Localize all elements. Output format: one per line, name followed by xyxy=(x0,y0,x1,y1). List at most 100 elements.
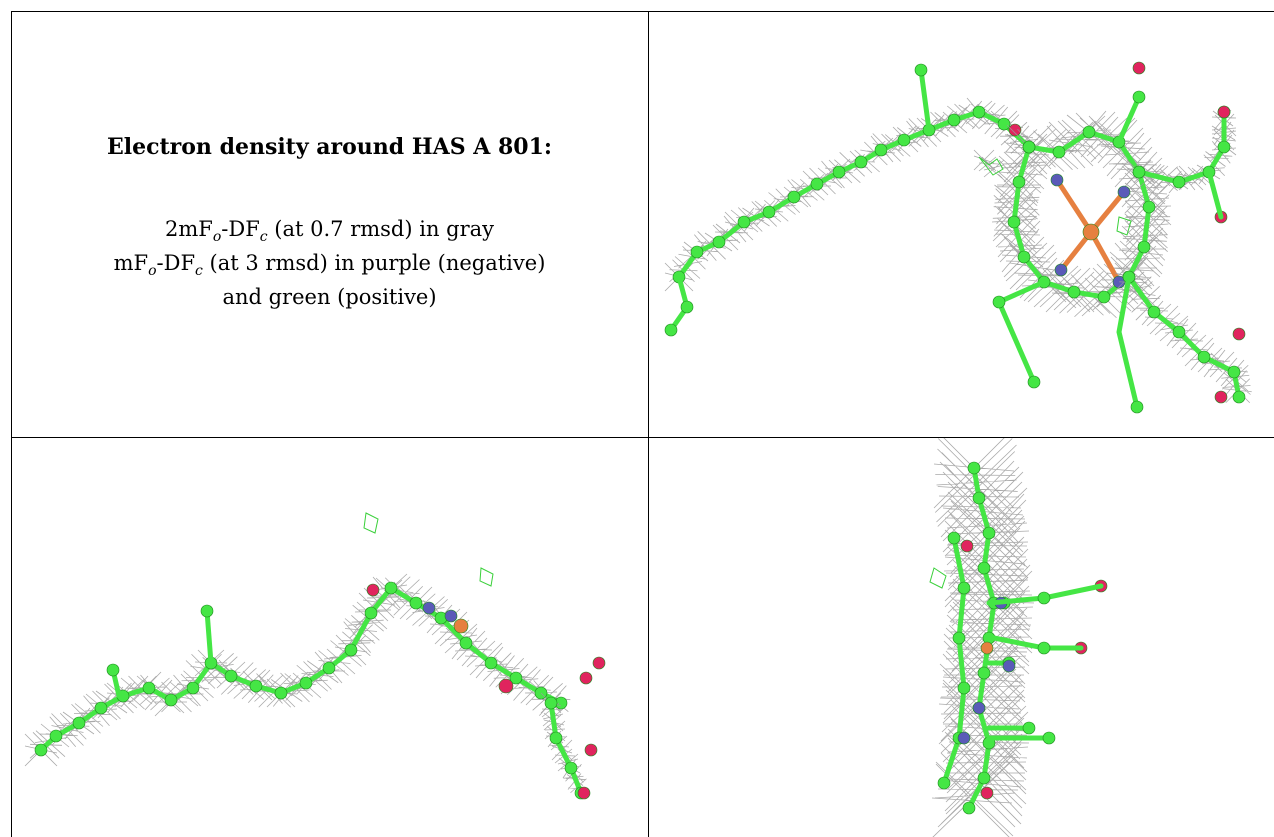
legend-1-b: -DF xyxy=(221,217,260,241)
atom xyxy=(957,731,971,745)
atom xyxy=(980,786,994,800)
atom xyxy=(579,671,593,685)
positive-density xyxy=(363,512,494,587)
atom xyxy=(453,618,469,634)
atom xyxy=(1037,591,1051,605)
legend-1-a: 2mF xyxy=(164,217,213,241)
bond xyxy=(204,608,214,666)
bond xyxy=(1116,94,1142,145)
atom xyxy=(544,696,558,710)
atom xyxy=(584,743,598,757)
atom xyxy=(1022,140,1036,154)
atom xyxy=(1197,350,1211,364)
atom xyxy=(1012,175,1026,189)
bond xyxy=(995,279,1047,385)
bond xyxy=(1088,229,1122,285)
caption-cell: Electron density around HAS A 801: 2mFo-… xyxy=(11,12,648,437)
atom xyxy=(509,671,523,685)
atom xyxy=(937,776,951,790)
bond xyxy=(1054,177,1094,235)
border-top xyxy=(11,11,1274,12)
legend-2-sub-o: o xyxy=(148,263,157,280)
atom xyxy=(1002,659,1016,673)
legend-3: and green (positive) xyxy=(222,285,437,309)
atom xyxy=(1147,305,1161,319)
atom xyxy=(249,679,263,693)
atom xyxy=(972,701,986,715)
atom xyxy=(1052,145,1066,159)
atom xyxy=(972,491,986,505)
atom xyxy=(422,601,436,615)
atom xyxy=(1217,105,1231,119)
legend-1-sub-c: c xyxy=(259,229,268,246)
atom xyxy=(690,245,704,259)
caption-title: Electron density around HAS A 801: xyxy=(106,134,553,160)
atom xyxy=(1037,641,1051,655)
atom xyxy=(322,661,336,675)
atom xyxy=(72,716,86,730)
atom xyxy=(997,117,1011,131)
atom xyxy=(982,526,996,540)
atom xyxy=(1132,61,1146,75)
atom xyxy=(384,581,398,595)
positive-density xyxy=(978,156,1132,236)
atom xyxy=(992,295,1006,309)
atom xyxy=(577,786,591,800)
legend-line-2: mFo-DFc (at 3 rmsd) in purple (negative) xyxy=(11,246,648,280)
atom xyxy=(34,743,48,757)
atom xyxy=(498,678,514,694)
atom xyxy=(94,701,108,715)
atom xyxy=(364,606,378,620)
atom xyxy=(200,604,214,618)
atom xyxy=(592,656,606,670)
atom xyxy=(1232,327,1246,341)
bond xyxy=(1206,169,1224,220)
atom xyxy=(564,761,578,775)
bond xyxy=(941,535,967,786)
atom xyxy=(952,631,966,645)
legend-2-b: -DF xyxy=(156,251,196,275)
front-view-image xyxy=(649,12,1274,437)
bond xyxy=(676,109,1032,280)
border-middle-horizontal xyxy=(11,437,1274,438)
atom xyxy=(977,666,991,680)
atom xyxy=(1132,90,1146,104)
atom xyxy=(1017,250,1031,264)
atom xyxy=(977,771,991,785)
atom xyxy=(854,155,868,169)
atom xyxy=(1067,285,1081,299)
atom xyxy=(1130,400,1144,414)
border-left xyxy=(11,11,12,837)
atom xyxy=(49,729,63,743)
atom xyxy=(914,63,928,77)
atom xyxy=(664,323,678,337)
positive-density xyxy=(929,567,947,589)
legend-2-rest: (at 3 rmsd) in purple (negative) xyxy=(202,251,546,275)
caption-legend: 2mFo-DFc (at 0.7 rmsd) in gray mFo-DFc (… xyxy=(11,212,648,314)
atom xyxy=(957,681,971,695)
atom xyxy=(1022,721,1036,735)
legend-1-sub-o: o xyxy=(212,229,222,246)
atom xyxy=(1217,140,1231,154)
atom xyxy=(1227,365,1241,379)
atom xyxy=(1097,290,1111,304)
atom xyxy=(1172,325,1186,339)
atom xyxy=(737,215,751,229)
atom xyxy=(142,681,156,695)
atom xyxy=(1008,123,1022,137)
atom xyxy=(810,177,824,191)
bond xyxy=(918,67,932,133)
atom xyxy=(444,609,458,623)
atom xyxy=(762,205,776,219)
atom xyxy=(1082,125,1096,139)
atom xyxy=(1027,375,1041,389)
bond xyxy=(548,700,584,796)
heme-molecule-end-on-view xyxy=(929,438,1108,837)
atom xyxy=(1132,165,1146,179)
atom xyxy=(1007,215,1021,229)
legend-2-sub-c: c xyxy=(195,263,203,280)
atom xyxy=(1214,390,1228,404)
atom xyxy=(947,113,961,127)
atom xyxy=(1117,185,1131,199)
